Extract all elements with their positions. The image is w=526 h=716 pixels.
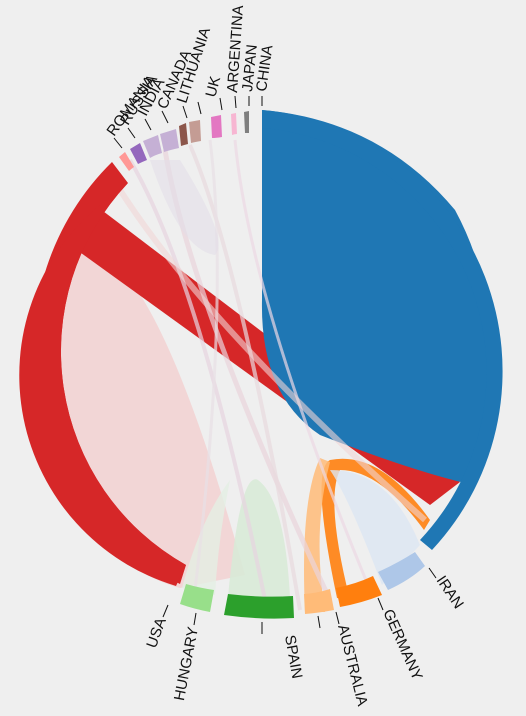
label-uk: UK — [202, 75, 224, 100]
tick-lines — [113, 95, 437, 634]
label-japan: JAPAN — [239, 44, 261, 93]
arc-india[interactable] — [143, 135, 162, 158]
arc-china[interactable] — [262, 110, 503, 550]
chord-faint-3 — [188, 144, 302, 611]
arc-usa-inner — [19, 183, 187, 586]
arc-canada[interactable] — [160, 129, 179, 152]
label-australia: AUSTRALIA — [334, 623, 371, 708]
chord-faint-1 — [128, 158, 267, 601]
arc-germany[interactable] — [336, 576, 382, 607]
arc-spain[interactable] — [224, 594, 294, 619]
arc-romania[interactable] — [119, 152, 134, 171]
chord-germany-china — [321, 458, 430, 600]
chord-australia-china — [304, 458, 330, 612]
arc-australia[interactable] — [304, 589, 334, 614]
chord-iran — [330, 470, 420, 585]
arc-japan[interactable] — [231, 113, 237, 135]
label-iran: IRAN — [433, 573, 467, 612]
label-argentina: ARGENTINA — [224, 5, 247, 93]
label-spain: SPAIN — [281, 634, 305, 680]
chord-faint-4 — [193, 139, 219, 591]
label-germany: GERMANY — [379, 607, 425, 683]
arc-russia[interactable] — [130, 143, 147, 164]
chord-hungary — [182, 480, 230, 595]
arc-lithuania[interactable] — [179, 123, 188, 146]
label-hungary: HUNGARY — [171, 626, 202, 703]
arc-uk[interactable] — [189, 120, 201, 143]
arc-argentina[interactable] — [211, 115, 222, 138]
arc-hungary[interactable] — [180, 584, 214, 612]
chord-faint-6 — [150, 160, 219, 255]
label-usa: USA — [143, 616, 170, 651]
arc-iran[interactable] — [378, 552, 425, 590]
label-china: CHINA — [253, 44, 276, 93]
chord-faint-7 — [117, 188, 427, 523]
arc-china-small[interactable] — [244, 111, 249, 133]
arcs — [19, 110, 503, 619]
chord-faint-5 — [233, 139, 372, 591]
